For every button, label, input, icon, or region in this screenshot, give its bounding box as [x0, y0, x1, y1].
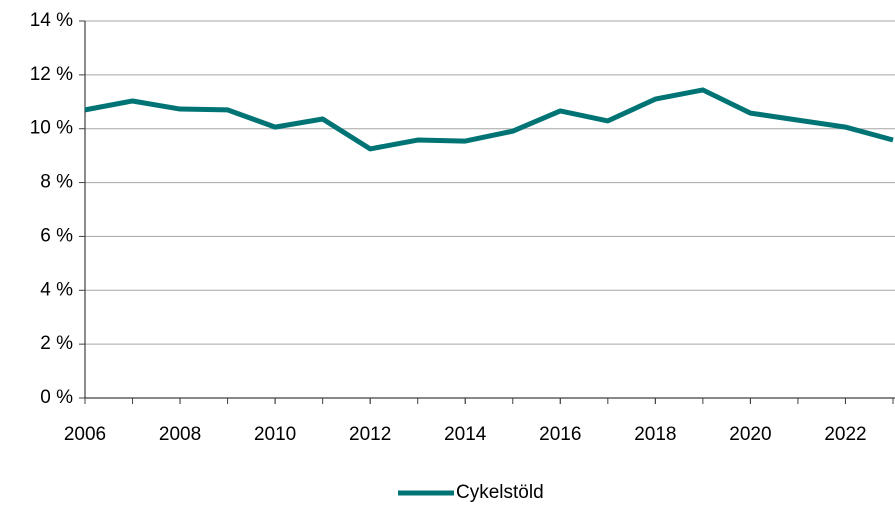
x-tick-label: 2012 — [349, 424, 391, 445]
x-tick-label: 2006 — [64, 424, 106, 445]
y-tick-label: 14 % — [30, 10, 73, 31]
y-tick-label: 8 % — [40, 172, 73, 193]
y-tick-label: 2 % — [40, 333, 73, 354]
x-tick-label: 2010 — [254, 424, 296, 445]
y-tick-label: 4 % — [40, 279, 73, 300]
x-tick-label: 2014 — [444, 424, 487, 445]
x-tick-label: 2016 — [539, 424, 581, 445]
y-tick-label: 0 % — [40, 387, 73, 408]
y-tick-label: 12 % — [30, 64, 73, 85]
x-tick-label: 2018 — [634, 424, 676, 445]
y-tick-label: 6 % — [40, 225, 73, 246]
x-tick-label: 2022 — [824, 424, 866, 445]
x-tick-label: 2008 — [159, 424, 201, 445]
data-line — [84, 87, 894, 152]
x-tick-label: 2020 — [729, 424, 771, 445]
legend-label: Cykelstöld — [456, 482, 544, 503]
y-tick-label: 10 % — [30, 118, 73, 139]
